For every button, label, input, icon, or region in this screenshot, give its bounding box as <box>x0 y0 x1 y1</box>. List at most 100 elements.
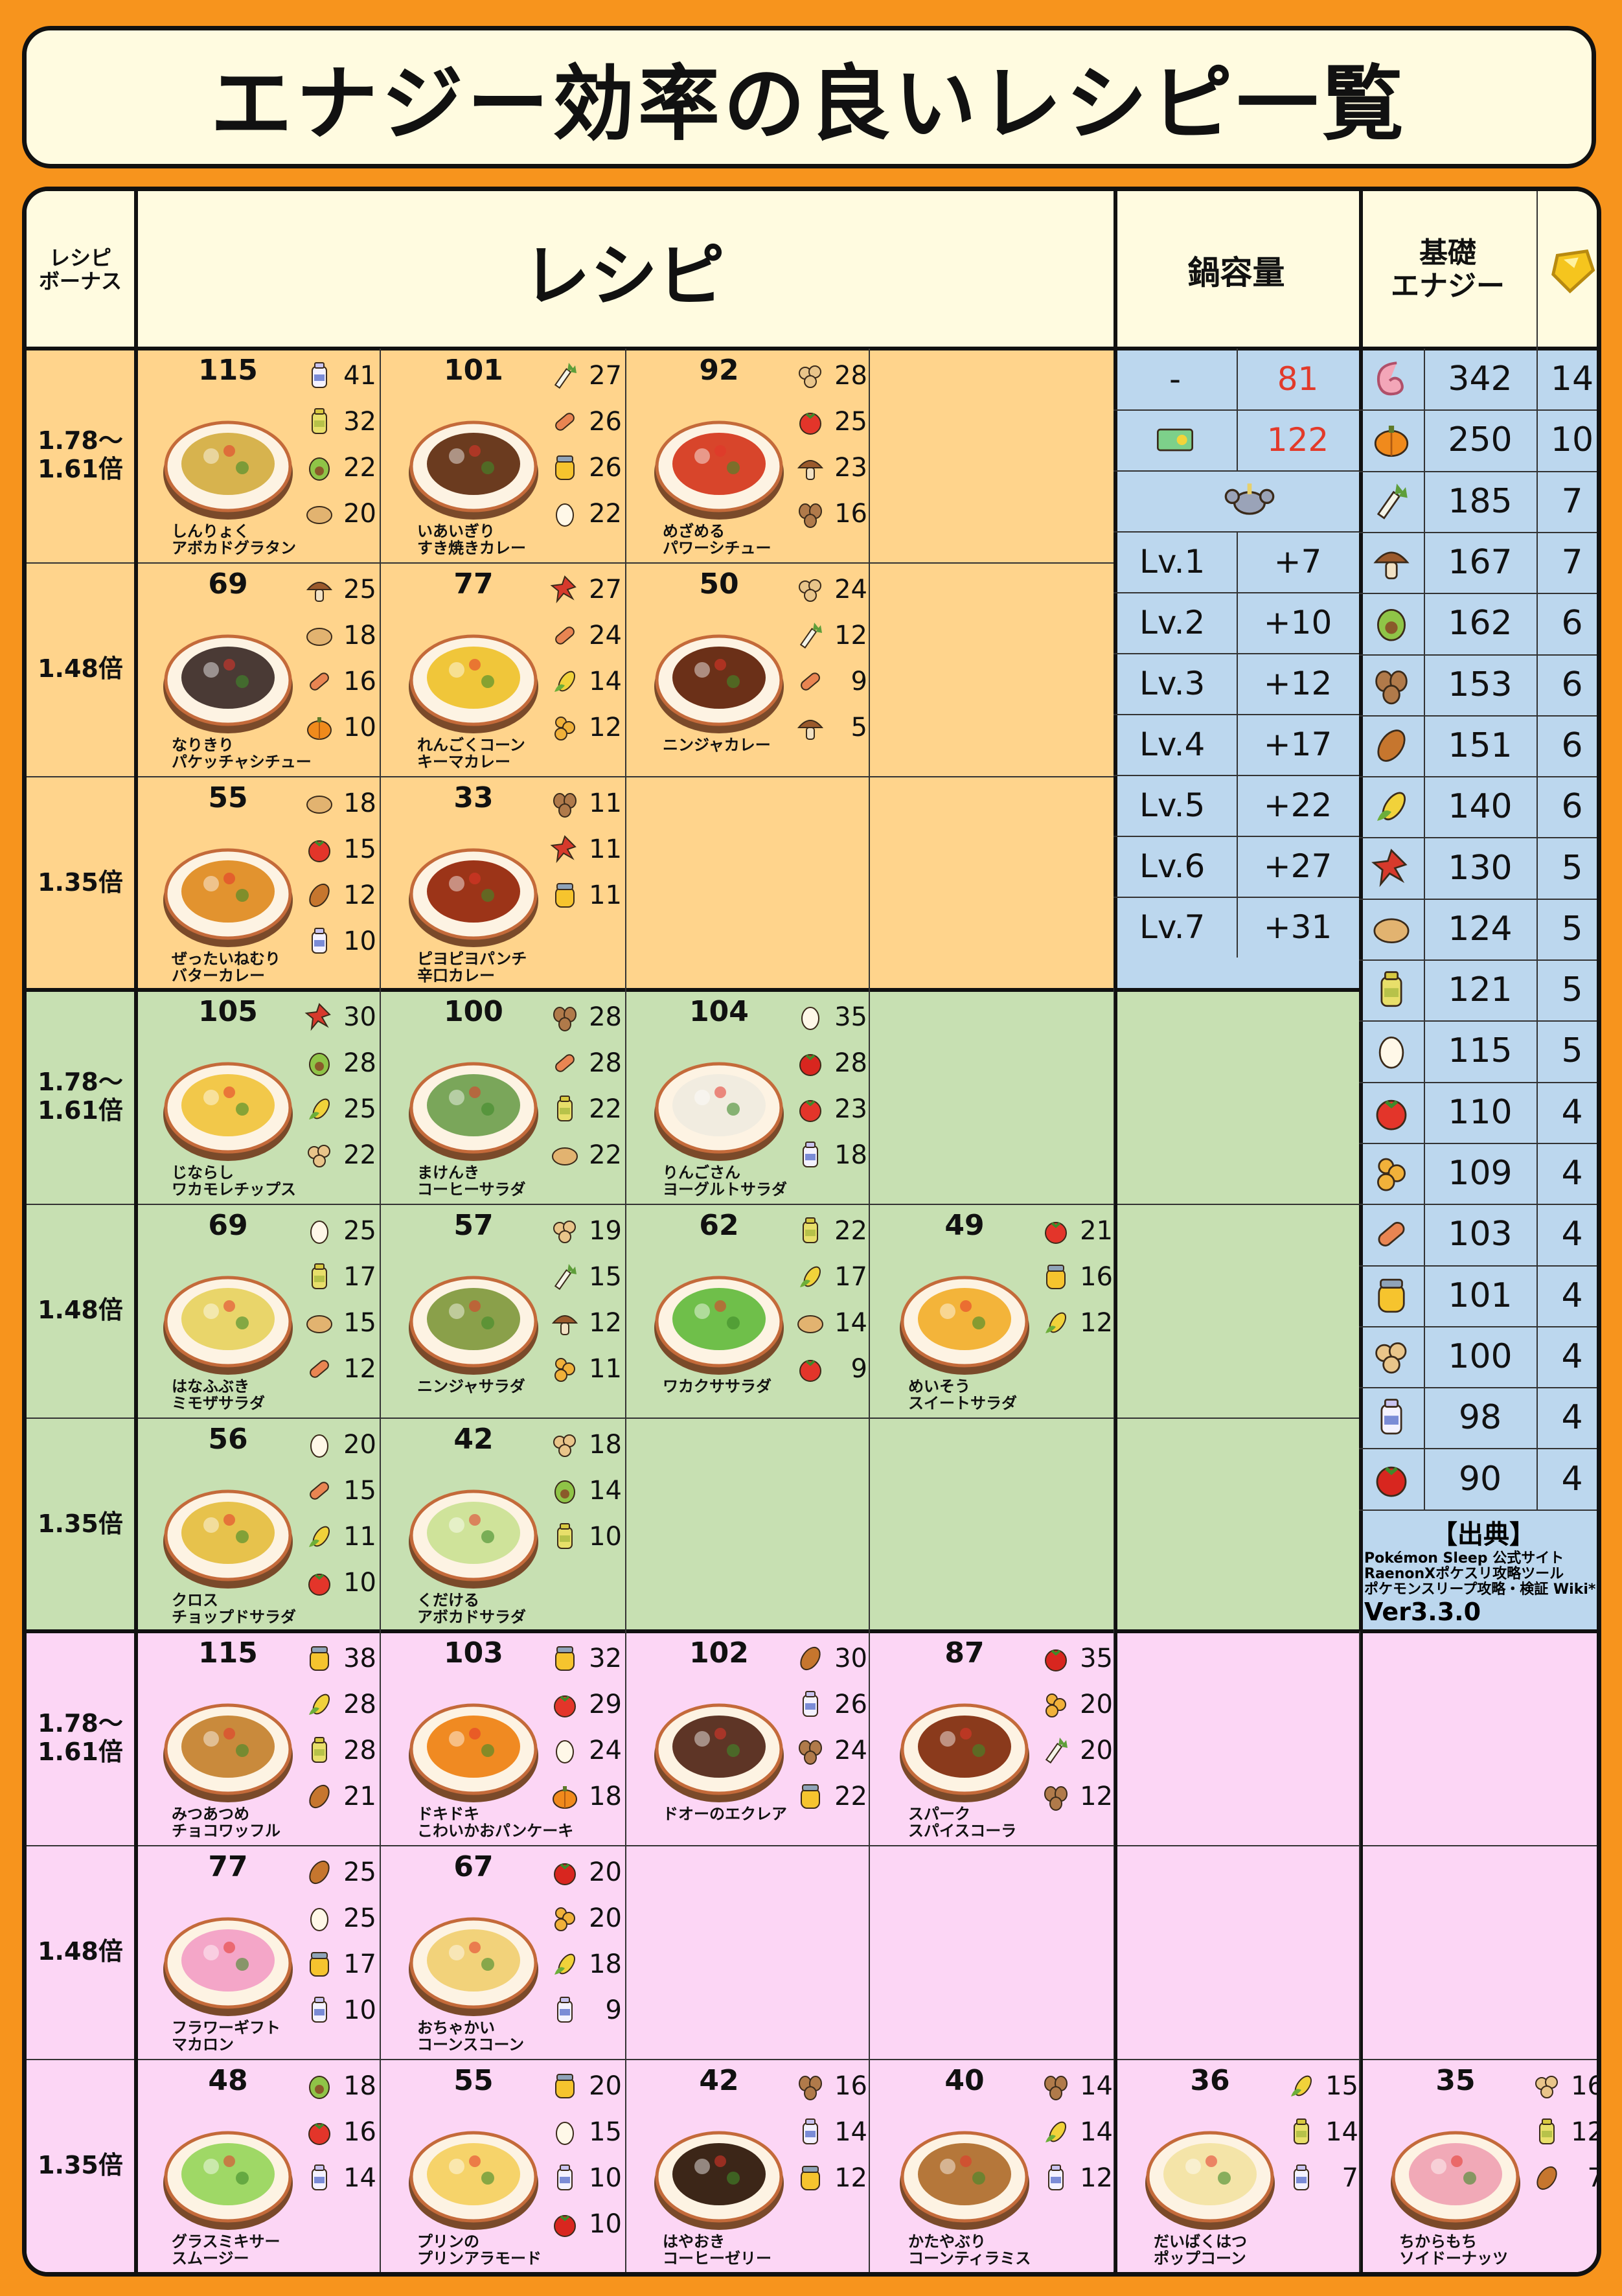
recipe-card[interactable]: 57 ニンジャサラダ 19 15 12 11 <box>380 1204 625 1418</box>
recipe-card[interactable]: 102 ドオーのエクレア 30 26 24 22 <box>625 1631 871 1845</box>
recipe-energy: 115 <box>198 1636 258 1670</box>
recipe-card[interactable]: 55 ぜったいねむり バターカレー 18 15 12 10 <box>134 776 380 990</box>
ingredient-quantity: 26 <box>589 453 622 483</box>
ingredient-entry: 28 <box>304 1730 380 1771</box>
ingredient-quantity: 32 <box>343 407 376 437</box>
ingredient-quantity: 22 <box>589 1140 622 1170</box>
corn-icon <box>1291 2075 1312 2096</box>
recipe-card[interactable]: 35 ちからもち ソイドーナッツ 16 12 7 <box>1362 2059 1597 2272</box>
recipe-card[interactable]: 56 クロス チョップドサラダ 20 15 11 10 <box>134 1418 380 1631</box>
ingredient-entry: 18 <box>304 2065 380 2107</box>
ingredient-icon-cell <box>1359 899 1424 959</box>
dish-illustration <box>654 1703 784 1802</box>
recipe-card[interactable]: 100 まけんき コーヒーサラダ 28 28 22 22 <box>380 990 625 1204</box>
ingredient-entry: 28 <box>795 1042 871 1084</box>
grid-line <box>1237 349 1238 470</box>
recipe-card[interactable]: 36 だいばくはつ ポップコーン 15 14 7 <box>1116 2059 1362 2272</box>
ingredient-icon-wrap <box>549 498 580 529</box>
leek-icon <box>554 1264 577 1291</box>
gem-icon <box>1551 249 1595 293</box>
ingredient-entry: 38 <box>304 1638 380 1679</box>
recipe-card[interactable]: 42 くだける アボカドサラダ 18 14 10 <box>380 1418 625 1631</box>
dish-image <box>402 2099 545 2242</box>
tomato-icon <box>308 2123 330 2145</box>
recipe-card[interactable]: 69 なりきり パケッチャシチュー 25 18 16 10 <box>134 562 380 776</box>
ingredient-quantity: 16 <box>834 499 867 529</box>
ingredient-icon-cell <box>1359 1082 1424 1143</box>
recipe-card[interactable]: 105 じならし ワカモレチップス 30 28 25 22 <box>134 990 380 1204</box>
soybean-icon <box>553 1434 576 1457</box>
recipe-card[interactable]: 69 はなふぶき ミモザサラダ 25 17 15 12 <box>134 1204 380 1418</box>
grid-line <box>1359 1081 1597 1083</box>
ingredient-entry: 19 <box>549 1210 625 1252</box>
leek-icon <box>799 623 822 649</box>
ingredient-icon-wrap <box>549 620 580 651</box>
ingredient-quantity: 22 <box>343 1140 376 1170</box>
ingredient-quantity: 25 <box>834 407 867 437</box>
recipe-card[interactable]: 104 りんごさん ヨーグルトサラダ 35 28 23 18 <box>625 990 871 1204</box>
herb-icon <box>550 575 577 604</box>
ingredient-quantity: 26 <box>589 407 622 437</box>
recipe-card[interactable]: 48 グラスミキサー スムージー 18 16 14 <box>134 2059 380 2272</box>
ingredient-quantity: 17 <box>343 1262 376 1292</box>
ingredient-icon-wrap <box>304 1215 335 1246</box>
recipe-energy: 69 <box>208 568 248 601</box>
recipe-name: りんごさん ヨーグルトサラダ <box>663 1164 787 1199</box>
dish-illustration <box>163 1062 293 1161</box>
recipe-card[interactable]: 87 スパーク スパイスコーラ 35 20 20 12 <box>871 1631 1116 1845</box>
grid-line <box>1536 191 1538 349</box>
ingredient-quantity: 18 <box>343 621 376 650</box>
apple-icon <box>1045 1649 1067 1671</box>
honey-icon <box>310 1952 329 1977</box>
recipe-card[interactable]: 92 めざめる パワーシチュー 28 25 23 16 <box>625 349 871 562</box>
grid-line <box>1359 837 1597 839</box>
recipe-card[interactable]: 77 れんごくコーン キーマカレー 27 24 14 12 <box>380 562 625 776</box>
dish-image <box>648 1671 790 1814</box>
ingredient-entry: 30 <box>304 996 380 1038</box>
ingredient-icon-wrap <box>304 452 335 483</box>
recipe-card[interactable]: 33 ピヨピヨパンチ 辛口カレー 11 11 11 <box>380 776 625 990</box>
recipe-card[interactable]: 101 いあいぎり すき焼きカレー 27 26 26 22 <box>380 349 625 562</box>
tomato-icon <box>799 1100 821 1122</box>
sausage-icon <box>555 626 575 645</box>
recipe-card[interactable]: 55 プリンの プリンアラモード 20 15 10 10 <box>380 2059 625 2272</box>
recipe-energy: 115 <box>198 354 258 387</box>
ingredient-icon-cell <box>1359 409 1424 470</box>
recipe-card[interactable]: 67 おちゃかい コーンスコーン 20 20 18 9 <box>380 1845 625 2059</box>
ingredient-icon-wrap <box>549 1781 580 1812</box>
avocado-icon <box>309 1053 330 1076</box>
dish-illustration <box>409 634 538 733</box>
egg-icon <box>310 1908 328 1931</box>
capacity-label <box>1114 409 1237 470</box>
recipe-card[interactable]: 77 フラワーギフト マカロン 25 25 17 10 <box>134 1845 380 2059</box>
ingredient-quantity: 30 <box>834 1644 867 1673</box>
ingredient-entry: 22 <box>549 493 625 534</box>
ingredient-quantity: 15 <box>343 1476 376 1506</box>
dish-illustration <box>163 2131 293 2230</box>
grid-line <box>1359 898 1597 900</box>
recipe-card[interactable]: 115 しんりょく アボカドグラタン 41 32 22 20 <box>134 349 380 562</box>
ingredient-quantity: 5 <box>851 713 867 742</box>
recipe-name: ドオーのエクレア <box>663 1805 787 1823</box>
capacity-label: Lv.3 <box>1139 665 1205 702</box>
dish-image <box>1139 2099 1281 2242</box>
recipe-card[interactable]: 40 かたやぶり コーンティラミス 14 14 12 <box>871 2059 1116 2272</box>
recipe-bonus-label: 1.78〜 1.61倍 <box>38 1709 123 1766</box>
ingredient-strength: 6 <box>1561 665 1583 704</box>
recipe-card[interactable]: 42 はやおき コーヒーゼリー 16 14 12 <box>625 2059 871 2272</box>
ingredient-strength: 6 <box>1561 787 1583 827</box>
ingredient-quantity: 19 <box>589 1216 622 1246</box>
mushroom-icon <box>306 582 333 602</box>
recipe-card[interactable]: 50 ニンジャカレー 24 12 9 5 <box>625 562 871 776</box>
ingredient-icon-wrap <box>549 1903 580 1934</box>
recipe-card[interactable]: 62 ワカクササラダ 22 17 14 9 <box>625 1204 871 1418</box>
recipe-name: ちからもち ソイドーナッツ <box>1399 2233 1508 2267</box>
recipe-card[interactable]: 103 ドキドキ こわいかおパンケーキ 32 29 24 18 <box>380 1631 625 1845</box>
source-line: RaenonXポケスリ攻略ツール <box>1364 1565 1564 1582</box>
recipe-card[interactable]: 115 みつあつめ チョコワッフル 38 28 28 21 <box>134 1631 380 1845</box>
recipe-card[interactable]: 49 めいそう スイートサラダ 21 16 12 <box>871 1204 1116 1418</box>
herb-icon <box>1371 848 1408 887</box>
soybean-icon <box>1535 2076 1558 2098</box>
avocado-icon <box>309 457 330 481</box>
ingredient-icon-wrap <box>304 788 335 819</box>
